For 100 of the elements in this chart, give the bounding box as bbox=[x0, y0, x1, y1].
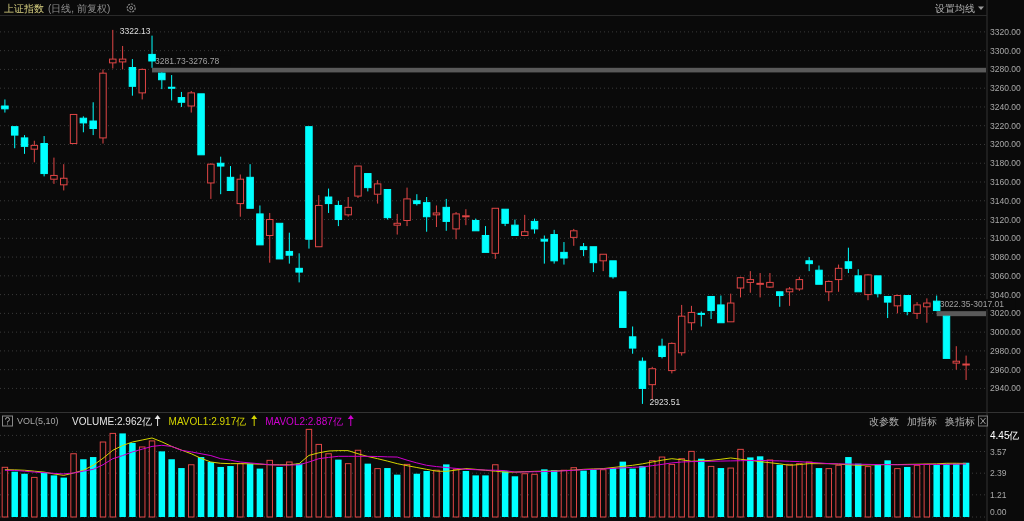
y-tick-label: 3160.00 bbox=[990, 177, 1021, 188]
bar bbox=[207, 462, 215, 517]
bar bbox=[511, 476, 519, 517]
bar bbox=[197, 457, 205, 517]
bar bbox=[70, 453, 77, 518]
bar bbox=[315, 443, 322, 518]
bar bbox=[678, 458, 685, 518]
bar bbox=[717, 468, 725, 517]
candlestick bbox=[756, 272, 764, 298]
chart-title: 上证指数 bbox=[4, 2, 44, 14]
bar bbox=[913, 464, 921, 518]
annotation: 2923.51 bbox=[649, 396, 681, 407]
candlestick bbox=[442, 198, 450, 232]
bar bbox=[119, 433, 126, 517]
bar bbox=[462, 470, 470, 517]
bar bbox=[178, 468, 185, 517]
y-tick-label: 2940.00 bbox=[990, 383, 1021, 394]
y-tick-label: 2960.00 bbox=[990, 364, 1021, 375]
candlestick bbox=[403, 187, 411, 227]
bar bbox=[295, 463, 303, 517]
candlestick bbox=[393, 213, 401, 236]
bar bbox=[943, 463, 950, 517]
bar bbox=[590, 469, 597, 517]
bar bbox=[403, 463, 411, 518]
bar bbox=[109, 432, 117, 518]
y-tick-label: 3280.00 bbox=[990, 64, 1021, 75]
bar bbox=[335, 459, 342, 517]
bar bbox=[246, 463, 254, 517]
annotation: 改参数 bbox=[869, 415, 899, 427]
candlestick bbox=[462, 208, 470, 226]
y-tick-label: 3080.00 bbox=[990, 252, 1021, 263]
bar bbox=[825, 468, 833, 518]
candlestick bbox=[128, 58, 137, 97]
bar bbox=[354, 449, 362, 518]
bar bbox=[217, 466, 224, 517]
bar bbox=[835, 464, 842, 518]
bar bbox=[649, 460, 656, 518]
candlestick bbox=[962, 355, 970, 381]
y-tick-label: 1.21 bbox=[990, 489, 1007, 500]
bar bbox=[864, 466, 872, 518]
bar bbox=[776, 464, 783, 517]
candlestick bbox=[207, 163, 215, 200]
bar bbox=[452, 468, 460, 518]
candlestick bbox=[560, 241, 568, 266]
bar bbox=[521, 473, 528, 518]
candlestick bbox=[746, 270, 755, 294]
y-tick-label: 3240.00 bbox=[990, 101, 1021, 112]
bar bbox=[756, 456, 764, 517]
bar bbox=[325, 453, 332, 518]
bar bbox=[501, 471, 509, 517]
candlestick bbox=[99, 68, 107, 145]
bar bbox=[413, 473, 421, 517]
bar bbox=[286, 461, 293, 518]
bar bbox=[276, 466, 283, 517]
band-label: 3281.73-3276.78 bbox=[155, 55, 220, 66]
bar bbox=[374, 468, 381, 518]
bar bbox=[158, 451, 166, 517]
y-tick-label: 3320.00 bbox=[990, 26, 1021, 37]
bar bbox=[580, 470, 587, 517]
y-tick-label: 4.45亿 bbox=[990, 429, 1020, 441]
bar bbox=[815, 468, 823, 517]
y-tick-label: 3000.00 bbox=[990, 327, 1021, 338]
bar bbox=[1, 466, 9, 518]
y-tick-label: 3.57 bbox=[990, 446, 1007, 457]
legend-label: MAVOL2:2.887亿 bbox=[265, 415, 343, 427]
bar bbox=[472, 475, 479, 517]
y-tick-label: 2.39 bbox=[990, 468, 1007, 479]
bar bbox=[237, 463, 244, 518]
bar bbox=[698, 458, 705, 517]
chart-subtitle: (日线, 前复权) bbox=[48, 2, 111, 14]
bar bbox=[805, 461, 813, 518]
bar bbox=[40, 472, 48, 517]
bar bbox=[393, 474, 401, 517]
y-tick-label: 3300.00 bbox=[990, 45, 1021, 56]
bar bbox=[786, 463, 793, 518]
candlestick bbox=[677, 304, 686, 357]
bar bbox=[492, 464, 499, 518]
bar bbox=[99, 441, 107, 518]
bar bbox=[11, 471, 18, 517]
bar bbox=[266, 459, 273, 518]
bar bbox=[148, 440, 156, 518]
candlestick bbox=[148, 35, 156, 69]
y-tick-label: 3100.00 bbox=[990, 233, 1021, 244]
candlestick bbox=[658, 338, 666, 359]
bar bbox=[845, 457, 852, 517]
bar bbox=[80, 459, 87, 517]
bar bbox=[668, 463, 676, 518]
candlestick bbox=[344, 196, 352, 218]
legend-label: MAVOL1:2.917亿 bbox=[168, 415, 247, 427]
candlestick bbox=[923, 297, 931, 324]
bar bbox=[364, 463, 372, 517]
candlestick bbox=[40, 135, 48, 177]
bar bbox=[737, 448, 744, 518]
bar bbox=[688, 450, 695, 518]
bar bbox=[796, 463, 803, 518]
candlestick bbox=[285, 232, 294, 265]
bar bbox=[894, 468, 901, 518]
bar bbox=[138, 446, 146, 518]
bar bbox=[50, 475, 58, 517]
candlestick bbox=[668, 342, 676, 374]
